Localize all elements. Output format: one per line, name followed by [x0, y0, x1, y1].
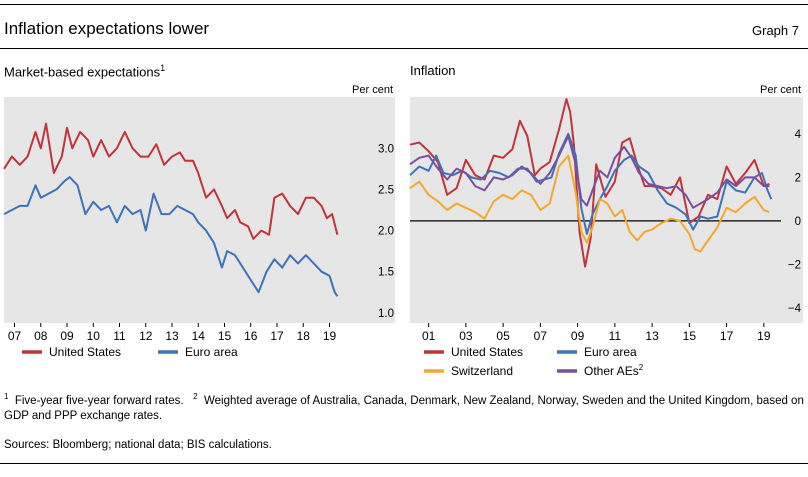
x-tick-label: 11 — [113, 329, 126, 343]
y-tick-label: −4 — [788, 303, 802, 315]
graph-label: Graph 7 — [752, 23, 799, 38]
footnotes: 1 Five-year five-year forward rates. 2 W… — [4, 389, 804, 424]
left-panel-title-sup: 1 — [160, 63, 166, 73]
series-line-2 — [3, 176, 339, 297]
x-tick-label: 16 — [244, 329, 258, 343]
x-tick-label: 09 — [571, 329, 585, 343]
footnote-1-marker: 1 — [4, 392, 9, 401]
x-tick-label: 17 — [720, 329, 734, 343]
x-tick-label: 19 — [323, 329, 337, 343]
y-tick-label: 2.0 — [378, 226, 394, 238]
x-tick-label: 14 — [192, 329, 206, 343]
legend-item: Switzerland — [424, 364, 513, 378]
bottom-rule — [0, 463, 808, 464]
y-tick-label: 2.5 — [378, 184, 394, 196]
legend-label: Euro area — [185, 345, 238, 359]
y-tick-label: −2 — [788, 259, 801, 271]
legend-item: Euro area — [557, 345, 637, 359]
y-tick-label: 0 — [795, 216, 801, 228]
left-panel-title-text: Market-based expectations — [4, 64, 161, 80]
legend-item: Euro area — [158, 345, 238, 359]
legend-label: Switzerland — [451, 364, 513, 378]
x-tick-label: 07 — [534, 329, 548, 343]
legend-label: United States — [451, 345, 523, 359]
unit-label: Per cent — [760, 84, 801, 96]
legend-item: United States — [424, 345, 523, 359]
legend-label: Other AEs2 — [584, 363, 644, 378]
x-tick-label: 05 — [496, 329, 510, 343]
x-tick-label: 13 — [645, 329, 659, 343]
x-tick-label: 12 — [139, 329, 153, 343]
legend-item: United States — [22, 345, 121, 359]
legend-label: United States — [49, 345, 121, 359]
x-tick-label: 11 — [609, 329, 622, 343]
x-tick-label: 18 — [297, 329, 311, 343]
top-rule — [0, 4, 808, 5]
series-line-4 — [409, 135, 770, 209]
page-title: Inflation expectations lower — [4, 19, 210, 38]
x-tick-label: 09 — [60, 329, 74, 343]
x-tick-label: 17 — [270, 329, 284, 343]
y-tick-label: 2 — [795, 172, 801, 184]
x-tick-label: 15 — [683, 329, 697, 343]
x-tick-label: 01 — [422, 329, 436, 343]
left-panel-title: Market-based expectations1 — [4, 63, 165, 79]
x-tick-label: 08 — [34, 329, 48, 343]
unit-label: Per cent — [352, 84, 393, 96]
x-tick-label: 03 — [459, 329, 473, 343]
footnote-2-marker: 2 — [193, 392, 198, 401]
header-rule — [0, 48, 808, 49]
x-tick-label: 13 — [165, 329, 179, 343]
x-tick-label: 10 — [87, 329, 101, 343]
chart-panel-2: Per cent −4 −2 0 2 4 01 03 05 07 09 11 13 15 17 19 Unite… — [409, 84, 803, 378]
legend-label-sup: 2 — [639, 363, 644, 372]
x-tick-label: 19 — [757, 329, 771, 343]
y-tick-label: 3.0 — [378, 143, 394, 155]
legend-label: Euro area — [584, 345, 637, 359]
x-tick-label: 07 — [8, 329, 22, 343]
footnote-2: Weighted average of Australia, Canada, D… — [4, 394, 804, 422]
y-tick-label: 1.0 — [378, 308, 394, 320]
sources-note: Sources: Bloomberg; national data; BIS c… — [4, 439, 272, 451]
plot-background — [4, 97, 395, 323]
y-tick-label: 4 — [795, 129, 802, 141]
series-line-2 — [409, 132, 773, 235]
series-line-3 — [409, 154, 770, 253]
legend-item: Other AEs2 — [557, 363, 644, 378]
y-tick-label: 1.5 — [378, 267, 394, 279]
x-tick-label: 15 — [218, 329, 232, 343]
right-panel-title: Inflation — [410, 63, 456, 78]
chart-panel-1: Per cent 1.0 1.5 2.0 2.5 3.0 07 08 09 10 11 12 13 14 1… — [3, 84, 395, 359]
footnote-1: Five-year five-year forward rates. — [14, 394, 184, 407]
series-line-1 — [3, 122, 339, 240]
